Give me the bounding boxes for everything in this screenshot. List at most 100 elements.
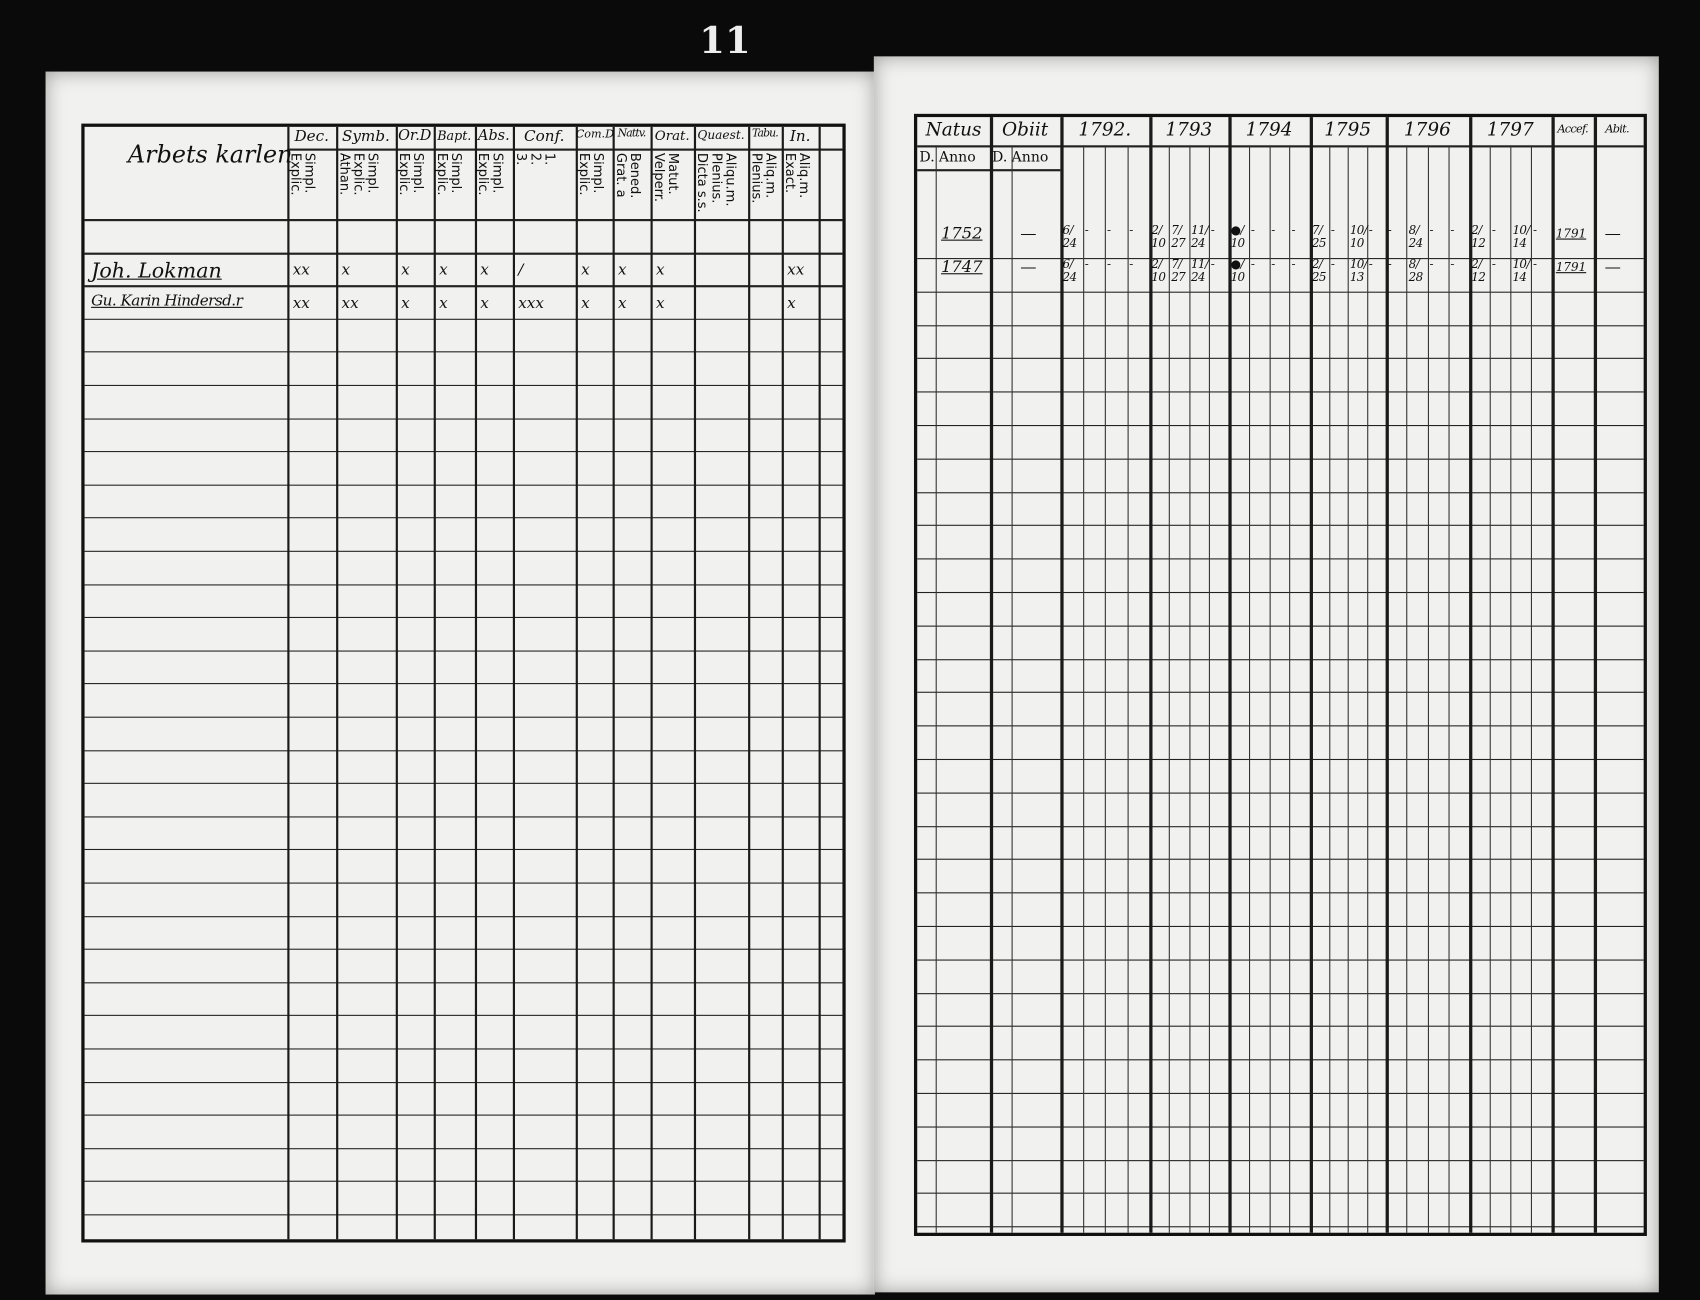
row-line <box>84 318 843 320</box>
column-header: 1794 <box>1245 119 1293 141</box>
column-subheader: Simpl. <box>365 152 381 194</box>
column-header: Abit. <box>1605 122 1629 136</box>
column-subheader: Explic. <box>351 152 367 196</box>
year-subcolumn-line <box>1530 145 1532 1233</box>
exam-mark: xx <box>292 294 310 313</box>
column-header: Com.D <box>575 127 615 141</box>
column-header: Accef. <box>1557 122 1588 136</box>
column-subheader: Dicta s.s. <box>694 152 711 213</box>
column-line <box>612 126 615 1240</box>
row-line <box>917 458 1644 460</box>
exam-record: - <box>1129 223 1133 238</box>
exam-mark: x <box>617 294 627 313</box>
row-line <box>84 351 843 353</box>
row-line <box>84 915 843 917</box>
row-line <box>917 324 1644 326</box>
row-line <box>917 558 1644 560</box>
column-line <box>818 126 821 1240</box>
death-year: — <box>1020 256 1037 277</box>
row-line <box>84 683 843 685</box>
exam-record: 2/12 <box>1471 256 1486 285</box>
exam-mark: xx <box>341 294 359 313</box>
column-subheader: Athan. <box>337 152 353 196</box>
column-line <box>575 126 578 1240</box>
column-header: 1795 <box>1324 119 1372 141</box>
exam-mark: x <box>439 294 448 313</box>
row-line <box>84 550 843 552</box>
row-line <box>84 583 843 586</box>
row-line <box>917 525 1644 527</box>
column-subheader: Exact. <box>782 152 798 194</box>
row-line <box>84 1147 843 1150</box>
row-line <box>84 816 843 818</box>
departure-year: — <box>1604 256 1621 277</box>
year-subcolumn-line <box>1269 145 1271 1233</box>
exam-mark: x <box>581 261 590 279</box>
exam-record: - <box>1429 256 1434 272</box>
column-header: Conf. <box>524 127 565 146</box>
row-line <box>917 892 1644 894</box>
row-line <box>917 1059 1644 1061</box>
column-header: Tabu. <box>751 127 779 140</box>
column-subheader: Explic. <box>434 152 450 196</box>
column-subheader: Bened. <box>627 152 643 199</box>
row-line <box>917 1193 1644 1195</box>
column-subheader: Simpl. <box>448 152 465 194</box>
row-line <box>84 484 843 486</box>
column-line <box>989 117 994 1233</box>
subcolumn-line <box>935 145 937 1233</box>
exam-record: - <box>1450 223 1454 238</box>
exam-record: - <box>1291 256 1296 272</box>
column-line <box>781 126 784 1240</box>
exam-mark: / <box>518 261 524 279</box>
exam-record: - <box>1533 223 1537 238</box>
subheader-divider <box>917 169 1061 172</box>
exam-record: 8/24 <box>1408 223 1424 251</box>
row-line <box>84 1048 843 1050</box>
exam-record: - <box>1368 256 1373 272</box>
column-subheader: Explic. <box>396 152 412 196</box>
subcolumn-line <box>1011 145 1013 1233</box>
exam-record: 6/24 <box>1062 223 1078 251</box>
exam-record: 11/24 <box>1190 223 1209 251</box>
row-line <box>84 716 843 718</box>
column-subheader: 1. <box>542 152 558 166</box>
exam-mark: xxx <box>518 294 544 313</box>
row-line <box>84 1015 843 1017</box>
exam-mark: x <box>439 261 448 279</box>
column-subheader: Simpl. <box>302 152 318 194</box>
column-header: Obiit <box>1002 119 1049 141</box>
exam-record: 7/27 <box>1171 256 1186 285</box>
row-line <box>84 749 843 751</box>
exam-mark: x <box>480 294 489 313</box>
birth-year: 1747 <box>941 256 983 277</box>
column-header: Quaest. <box>697 127 745 143</box>
row-line <box>917 1126 1644 1128</box>
row-line <box>84 882 843 884</box>
exam-record: - <box>1429 223 1434 238</box>
column-header: Or.D <box>398 127 432 145</box>
row-line <box>84 252 843 255</box>
right-page: Natus Obiit 1792. 1793 1794 1795 1796 1797 Accef… <box>873 56 1659 1293</box>
column-line <box>1309 117 1313 1233</box>
column-line <box>395 126 398 1240</box>
column-header: Dec. <box>294 127 329 146</box>
column-subheader: Aliq.m. <box>796 152 813 199</box>
column-header: Natus <box>925 119 982 141</box>
column-line <box>336 126 339 1240</box>
row-line <box>917 758 1644 761</box>
row-line <box>84 285 843 288</box>
row-line <box>917 258 1644 260</box>
column-subheader: Aliq.m. <box>763 152 779 199</box>
column-line <box>1385 117 1389 1233</box>
row-line <box>917 859 1644 861</box>
year-subcolumn-line <box>1188 145 1190 1233</box>
exam-mark: x <box>581 294 590 313</box>
exam-record: - <box>1210 223 1215 238</box>
row-line <box>84 1214 843 1216</box>
left-page: Arbets karlen Dec. Explic. Simpl. Symb. Athan… <box>45 71 875 1295</box>
column-subheader: Grat. a <box>613 152 629 198</box>
column-subheader: 2. <box>528 152 544 166</box>
exam-mark: x <box>655 294 665 313</box>
